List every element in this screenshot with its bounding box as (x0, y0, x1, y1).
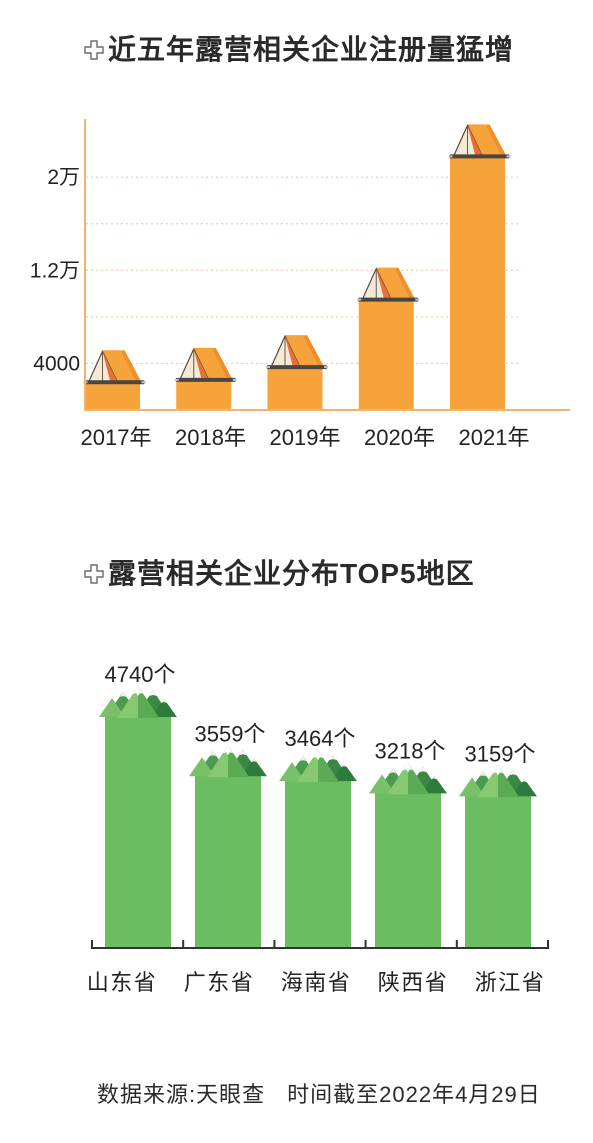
registration-bar (267, 368, 323, 410)
cross-icon (84, 564, 104, 584)
registration-bar (85, 383, 140, 410)
data-label: 3218个 (375, 738, 446, 763)
registration-bar (358, 300, 414, 410)
mountain-icon (189, 745, 267, 778)
cross-icon (84, 40, 104, 60)
data-label: 4740个 (105, 662, 176, 687)
registration-bar-chart: 2017年 2018年 2019年 2020年 2021年 4000 1.2万 2万 (30, 119, 570, 450)
chart-title: 露营相关企业分布TOP5地区 (108, 558, 475, 589)
data-source: 数据来源:天眼查 (97, 1082, 266, 1107)
chart-title: 近五年露营相关企业注册量猛增 (108, 34, 515, 65)
y-tick-label: 4000 (33, 352, 80, 375)
region-bar (105, 710, 171, 948)
x-tick-label: 2021年 (459, 425, 530, 450)
data-label: 3159个 (465, 741, 536, 766)
tent-icon (357, 266, 420, 303)
tent-icon (83, 349, 146, 385)
y-tick-label: 1.2万 (30, 259, 80, 282)
chart-title-registrations: 近五年露营相关企业注册量猛增 (84, 33, 514, 67)
x-tick-label: 2018年 (175, 425, 246, 450)
region-bar (285, 774, 351, 948)
registration-bar (176, 380, 232, 410)
category-label: 海南省 (281, 970, 352, 995)
mountain-icon (459, 765, 537, 798)
registration-bar (450, 157, 505, 410)
chart-title-regions: 露营相关企业分布TOP5地区 (84, 557, 475, 591)
data-label: 3464个 (285, 726, 356, 751)
mountain-icon (279, 750, 357, 783)
category-label: 浙江省 (475, 970, 546, 995)
mountain-icon (369, 762, 447, 795)
data-label: 3559个 (195, 721, 266, 746)
category-label: 广东省 (184, 970, 255, 995)
x-tick-label: 2019年 (270, 425, 341, 450)
source-note: 数据来源:天眼查 时间截至2022年4月29日 (97, 1081, 541, 1109)
category-label: 陕西省 (378, 970, 449, 995)
tent-icon (266, 334, 328, 370)
tent-icon (448, 123, 511, 160)
region-bar (465, 789, 531, 948)
category-label: 山东省 (87, 970, 158, 995)
mountain-icon (99, 686, 177, 718)
as-of-date: 时间截至2022年4月29日 (287, 1082, 541, 1107)
region-bar (195, 769, 261, 948)
bars (83, 123, 511, 410)
x-tick-label: 2017年 (81, 425, 152, 450)
y-tick-label: 2万 (47, 166, 80, 189)
x-tick-label: 2020年 (364, 425, 435, 450)
region-bar (375, 786, 441, 948)
tent-icon (174, 347, 237, 383)
